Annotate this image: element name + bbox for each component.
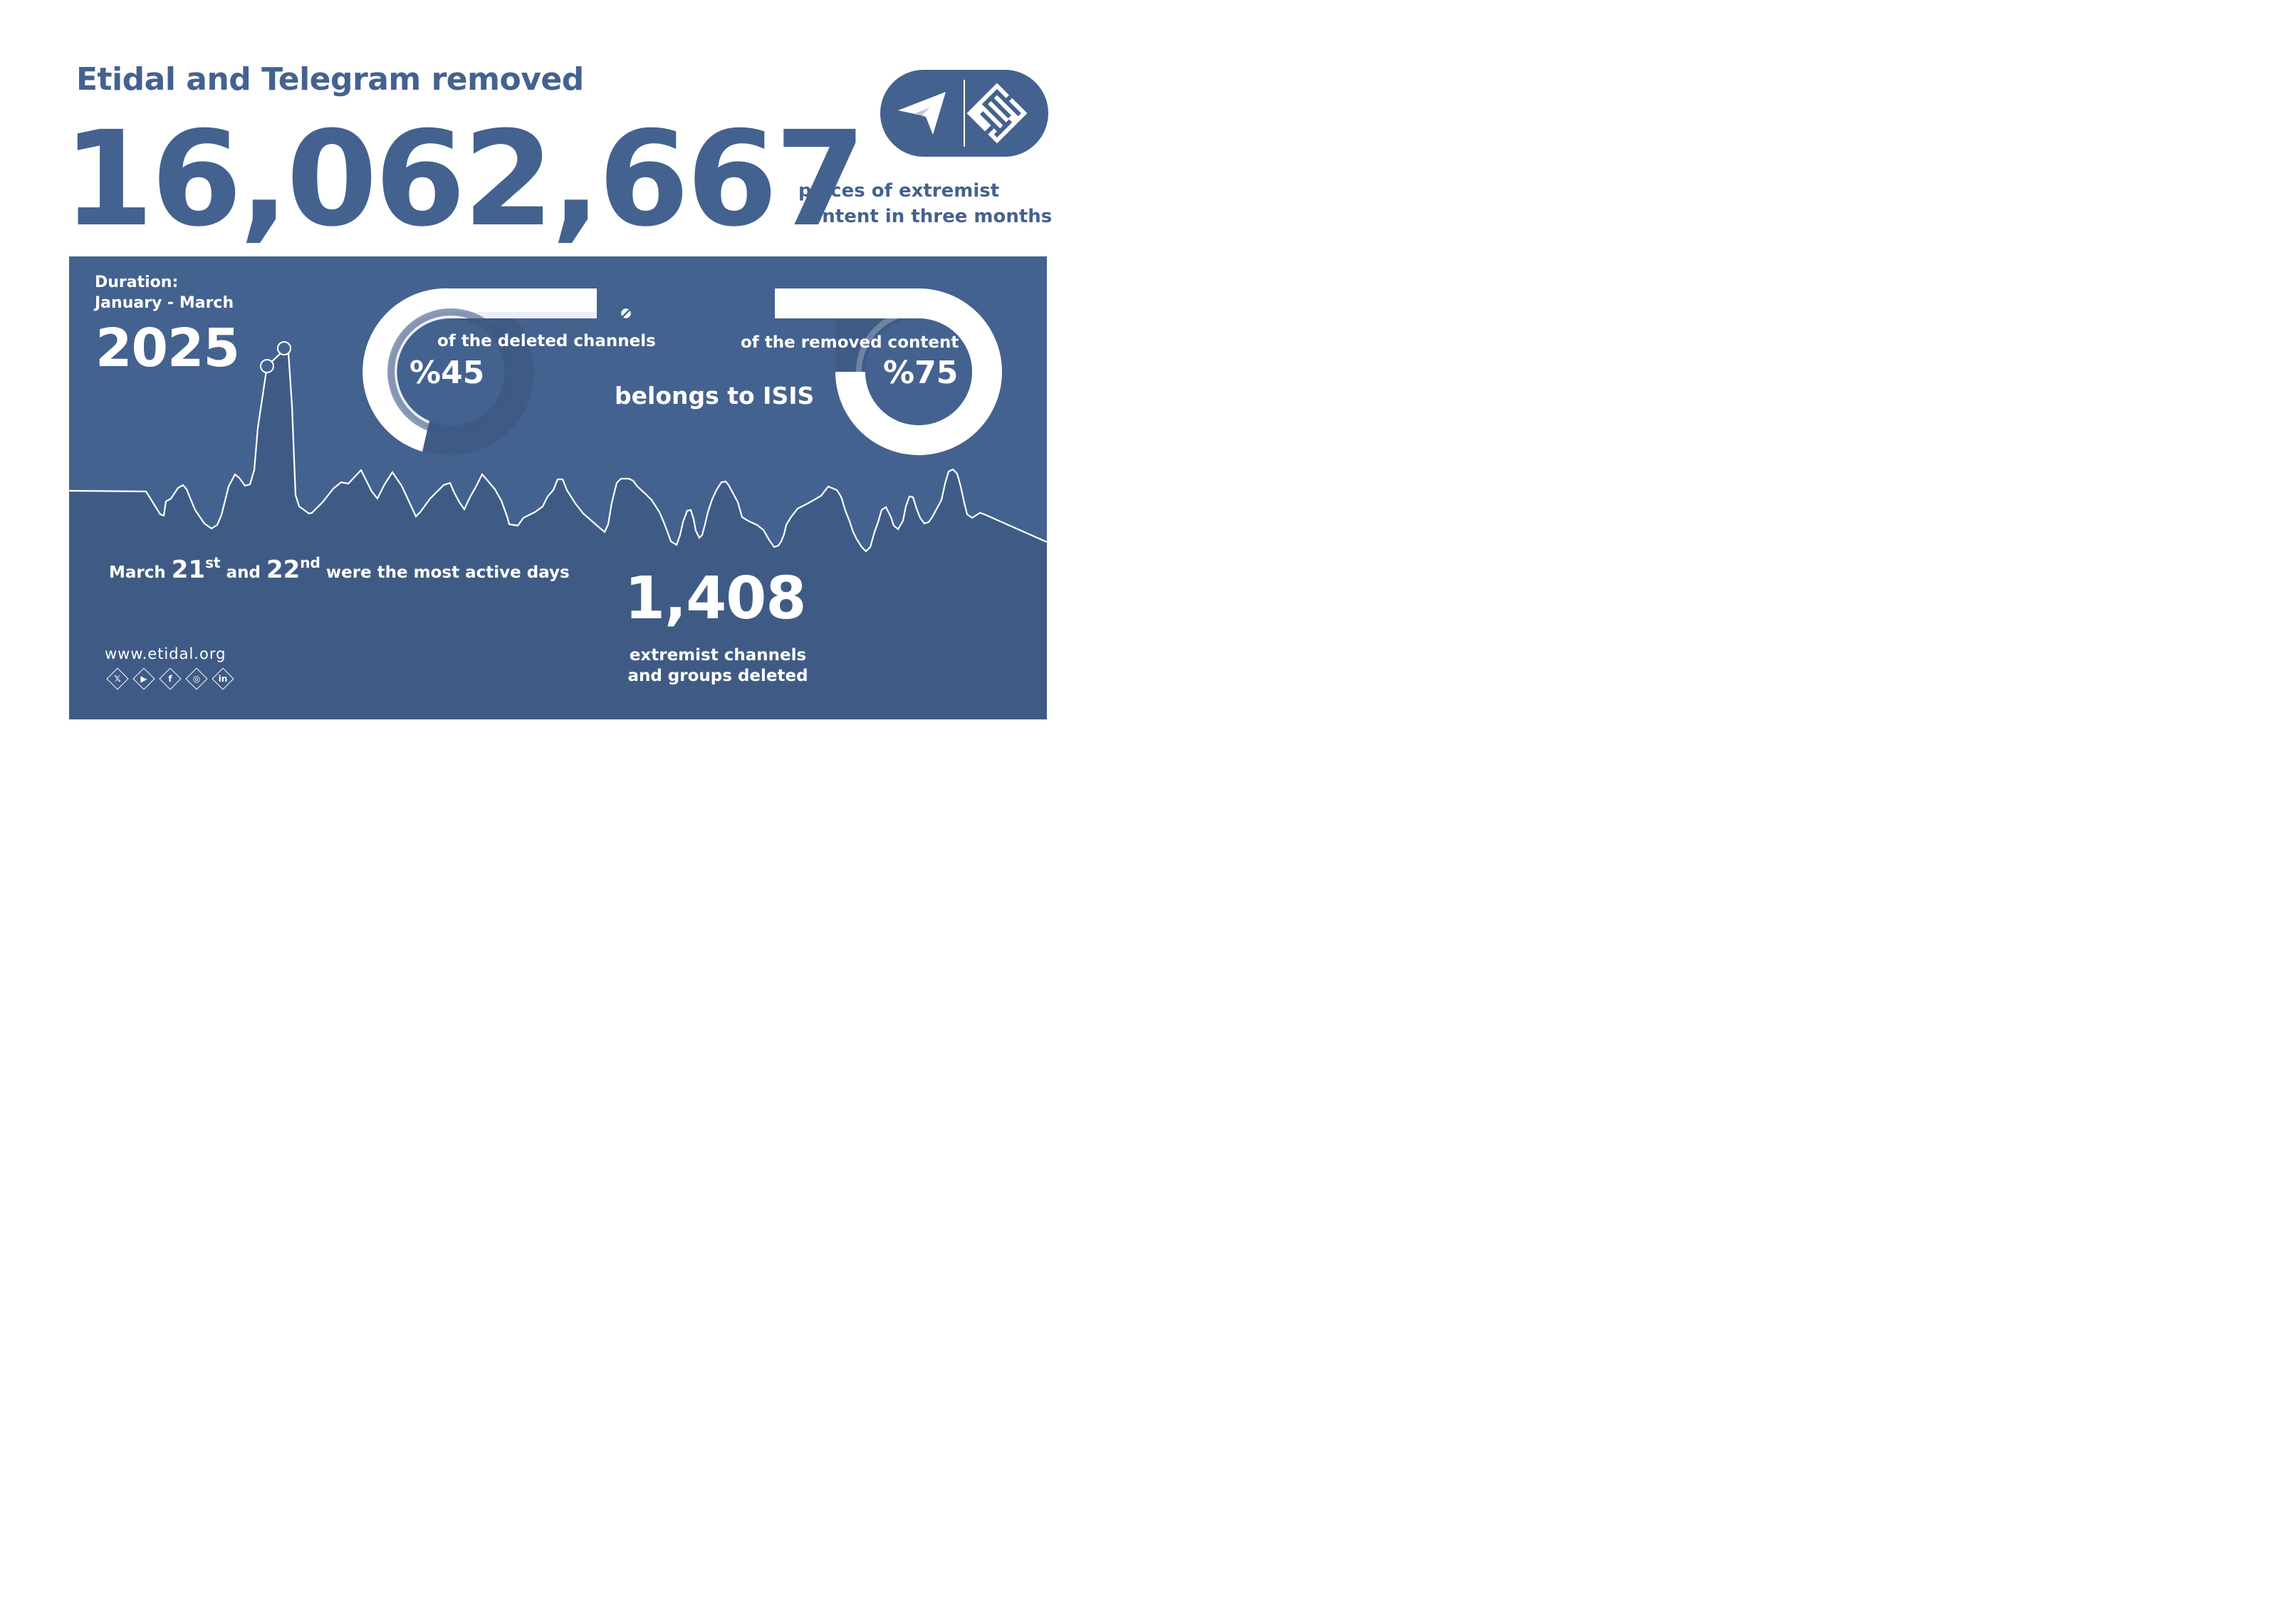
headline: Etidal and Telegram removed bbox=[76, 61, 584, 98]
belongs-to-caption: belongs to ISIS bbox=[615, 382, 815, 410]
caption-line-1: pieces of extremist bbox=[798, 180, 1000, 202]
active-days-prefix: March bbox=[109, 563, 166, 582]
gauge-center bbox=[865, 318, 972, 425]
wave-line bbox=[69, 347, 1047, 553]
linkedin-icon[interactable]: in bbox=[211, 667, 235, 691]
big-number-caption: pieces of extremist content in three mon… bbox=[798, 178, 1052, 229]
partner-logo-badge bbox=[880, 70, 1048, 157]
youtube-icon-glyph: ▶ bbox=[140, 674, 147, 684]
youtube-icon[interactable]: ▶ bbox=[132, 667, 156, 691]
percentage-gauges bbox=[362, 287, 1002, 455]
big-number: 16,062,667 bbox=[63, 103, 866, 256]
wave-lower-band bbox=[69, 348, 1047, 719]
gauge-removed-content bbox=[775, 288, 1002, 455]
x-twitter-icon-glyph: 𝕏 bbox=[114, 674, 121, 684]
gauge-track bbox=[362, 288, 597, 452]
channels-percent: %45 bbox=[409, 355, 485, 391]
content-percent: %75 bbox=[883, 355, 959, 391]
gauge-ring bbox=[856, 309, 981, 434]
deleted-caption-line-1: extremist channels bbox=[629, 646, 807, 665]
instagram-icon[interactable]: ◎ bbox=[184, 667, 209, 691]
active-days-and: and bbox=[226, 563, 261, 582]
active-day-2-suffix: nd bbox=[300, 554, 320, 571]
video-blocked-icon bbox=[599, 291, 633, 321]
gauge-ring bbox=[387, 308, 514, 435]
duration-months: January - March bbox=[95, 294, 234, 312]
gauge-deleted-channels bbox=[362, 288, 597, 455]
linkedin-icon-glyph: in bbox=[218, 674, 228, 684]
duration-year: 2025 bbox=[95, 318, 240, 379]
channels-caption: of the deleted channels bbox=[437, 332, 656, 350]
content-caption: of the removed content bbox=[741, 333, 959, 352]
social-links: 𝕏 ▶ f ◎ in bbox=[105, 667, 241, 691]
gauge-center bbox=[397, 318, 504, 425]
telegram-plane-icon bbox=[898, 92, 946, 135]
active-day-1-suffix: st bbox=[205, 554, 221, 571]
facebook-icon-glyph: f bbox=[168, 674, 172, 684]
trash-icon bbox=[747, 287, 770, 317]
instagram-icon-glyph: ◎ bbox=[192, 674, 201, 684]
peak-marker-march-22 bbox=[277, 341, 291, 355]
logo-badge-graphic bbox=[898, 80, 1028, 147]
facebook-icon[interactable]: f bbox=[158, 667, 182, 691]
caption-line-2: content in three months bbox=[798, 206, 1053, 227]
deleted-count-caption: extremist channels and groups deleted bbox=[627, 645, 809, 687]
deleted-count: 1,408 bbox=[625, 565, 806, 633]
activity-wave-chart bbox=[69, 341, 1047, 719]
duration-label: Duration: bbox=[95, 274, 179, 291]
x-twitter-icon[interactable]: 𝕏 bbox=[105, 667, 130, 691]
most-active-days: March 21st and 22nd were the most active… bbox=[109, 554, 570, 587]
active-day-1: 21 bbox=[171, 556, 206, 584]
gauge-track bbox=[775, 288, 1002, 455]
active-days-suffix: were the most active days bbox=[325, 563, 570, 582]
duration-block: Duration: January - March bbox=[95, 272, 234, 313]
peak-marker-march-21 bbox=[260, 359, 274, 373]
deleted-caption-line-2: and groups deleted bbox=[627, 667, 808, 685]
website-link[interactable]: www.etidal.org bbox=[105, 645, 226, 662]
active-day-2: 22 bbox=[266, 556, 301, 584]
